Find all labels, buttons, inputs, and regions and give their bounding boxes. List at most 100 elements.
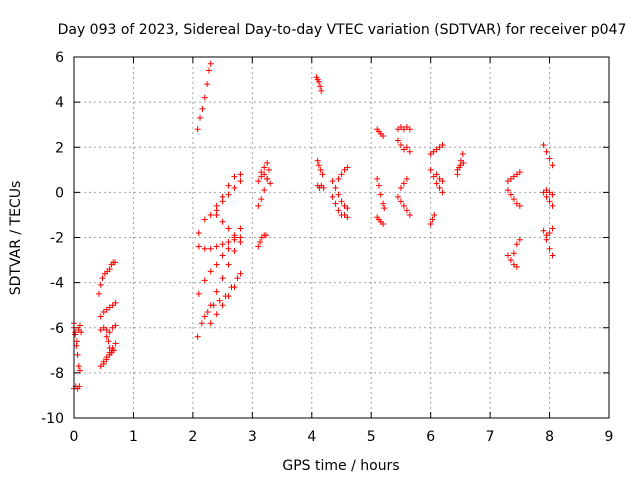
data-point bbox=[267, 180, 274, 187]
data-point bbox=[78, 329, 85, 336]
data-point bbox=[317, 83, 324, 90]
series-44 bbox=[510, 236, 523, 257]
data-point bbox=[195, 243, 202, 250]
data-point bbox=[97, 281, 104, 288]
data-point bbox=[261, 164, 268, 171]
y-tick-label: -4 bbox=[50, 276, 64, 292]
data-point bbox=[329, 178, 336, 185]
series-35 bbox=[427, 141, 446, 158]
data-point bbox=[400, 202, 407, 209]
data-point bbox=[510, 196, 517, 203]
x-tick-label: 3 bbox=[248, 429, 257, 445]
data-point bbox=[397, 184, 404, 191]
data-point bbox=[433, 171, 440, 178]
data-point bbox=[433, 180, 440, 187]
data-point bbox=[219, 241, 226, 248]
x-tick-label: 0 bbox=[70, 429, 79, 445]
data-point bbox=[97, 313, 104, 320]
data-point bbox=[335, 207, 342, 214]
data-point bbox=[549, 225, 556, 232]
data-point bbox=[439, 189, 446, 196]
data-point bbox=[439, 141, 446, 148]
data-point bbox=[338, 171, 345, 178]
data-point bbox=[197, 114, 204, 121]
data-point bbox=[231, 232, 238, 239]
data-point bbox=[231, 184, 238, 191]
series-46 bbox=[540, 189, 556, 209]
data-point bbox=[237, 171, 244, 178]
data-point bbox=[73, 338, 80, 345]
data-point bbox=[237, 178, 244, 185]
data-point bbox=[205, 67, 212, 74]
data-point bbox=[429, 216, 436, 223]
x-tick-label: 9 bbox=[605, 429, 614, 445]
series-37 bbox=[427, 211, 438, 227]
data-point bbox=[436, 184, 443, 191]
data-point bbox=[431, 211, 438, 218]
data-point bbox=[504, 252, 511, 259]
series-3 bbox=[95, 259, 119, 297]
data-point bbox=[394, 137, 401, 144]
data-point bbox=[403, 175, 410, 182]
data-point bbox=[258, 169, 265, 176]
data-point bbox=[394, 193, 401, 200]
y-tick-label: 0 bbox=[55, 185, 64, 201]
data-point bbox=[106, 329, 113, 336]
data-point bbox=[335, 191, 342, 198]
data-point bbox=[225, 261, 232, 268]
series-30 bbox=[374, 214, 387, 227]
data-point bbox=[195, 290, 202, 297]
data-point bbox=[540, 227, 547, 234]
data-point bbox=[320, 184, 327, 191]
data-point bbox=[264, 160, 271, 167]
data-point bbox=[194, 126, 201, 133]
data-point bbox=[257, 239, 264, 246]
series-9 bbox=[194, 60, 214, 133]
data-point bbox=[75, 363, 82, 370]
data-point bbox=[201, 216, 208, 223]
data-point bbox=[219, 198, 226, 205]
series-5 bbox=[97, 322, 119, 336]
data-point bbox=[344, 205, 351, 212]
data-point bbox=[225, 182, 232, 189]
data-point bbox=[255, 178, 262, 185]
data-point bbox=[406, 211, 413, 218]
data-point bbox=[207, 60, 214, 67]
data-point bbox=[264, 175, 271, 182]
y-tick-label: 2 bbox=[55, 140, 64, 156]
data-point bbox=[403, 144, 410, 151]
data-point bbox=[318, 87, 325, 94]
x-tick-label: 7 bbox=[486, 429, 495, 445]
data-point bbox=[516, 169, 523, 176]
data-point bbox=[74, 351, 81, 358]
data-point bbox=[403, 207, 410, 214]
data-point bbox=[112, 259, 119, 266]
series-1 bbox=[71, 322, 85, 345]
series-25 bbox=[329, 178, 351, 212]
y-axis-label: SDTVAR / TECUs bbox=[8, 181, 24, 296]
data-point bbox=[110, 347, 117, 354]
data-point bbox=[549, 162, 556, 169]
data-point bbox=[216, 297, 223, 304]
data-point bbox=[213, 243, 220, 250]
data-point bbox=[549, 202, 556, 209]
series-43 bbox=[504, 252, 520, 270]
data-point bbox=[204, 81, 211, 88]
data-point bbox=[261, 187, 268, 194]
data-point bbox=[315, 78, 322, 85]
data-point bbox=[427, 220, 434, 227]
series-41 bbox=[504, 169, 523, 185]
data-point bbox=[201, 313, 208, 320]
data-point bbox=[99, 275, 106, 282]
data-point bbox=[543, 148, 550, 155]
data-point bbox=[258, 196, 265, 203]
data-point bbox=[507, 191, 514, 198]
data-point bbox=[459, 151, 466, 158]
data-point bbox=[219, 302, 226, 309]
data-point bbox=[344, 214, 351, 221]
data-point bbox=[377, 191, 384, 198]
series-8 bbox=[103, 333, 117, 356]
x-tick-label: 5 bbox=[367, 429, 376, 445]
data-point bbox=[329, 193, 336, 200]
